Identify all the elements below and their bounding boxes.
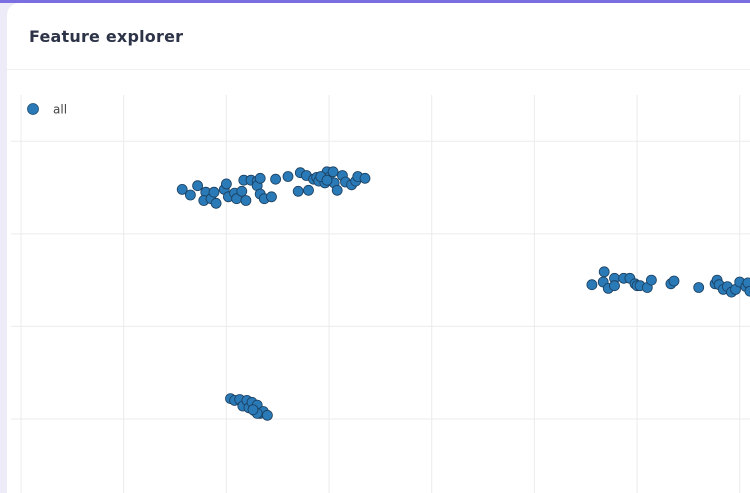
scatter-point[interactable] [254,172,266,184]
scatter-point[interactable] [184,189,196,201]
scatter-point[interactable] [668,275,680,287]
scatter-point[interactable] [270,173,282,185]
card-header: Feature explorer [7,3,750,70]
scatter-point[interactable] [176,184,188,195]
card-title: Feature explorer [29,26,184,46]
scatter-point[interactable] [282,171,294,182]
scatter-point[interactable] [240,195,252,206]
scatter-point[interactable] [236,185,248,197]
scatter-point[interactable] [266,191,277,203]
scatter-point[interactable] [646,274,657,286]
scatter-point[interactable] [247,404,259,416]
scatter-point[interactable] [609,280,620,292]
legend-label: all [53,103,67,117]
legend-item[interactable]: all [27,103,68,117]
scatter-point[interactable] [359,172,371,184]
scatter-point[interactable] [210,197,222,209]
scatter-point[interactable] [220,178,232,190]
scatter-point[interactable] [261,409,273,421]
scatter-point[interactable] [331,184,343,196]
scatter-point[interactable] [303,184,314,196]
scatter-points[interactable] [176,166,750,421]
scatter-point[interactable] [321,174,333,186]
legend[interactable]: all [27,103,68,117]
scatter-point[interactable] [327,166,339,178]
legend-marker [27,103,39,115]
scatter-point[interactable] [744,285,750,297]
scatter-point[interactable] [586,279,598,291]
scatter-chart[interactable]: all [7,71,750,493]
grid-lines [11,95,750,493]
scatter-point[interactable] [693,282,705,293]
scatter-point[interactable] [598,266,610,278]
scatter-plot-area[interactable]: all [7,71,750,493]
feature-explorer-card: Feature explorer all [7,3,750,493]
scatter-point[interactable] [192,180,204,192]
scatter-point[interactable] [208,186,220,198]
top-accent-bar [0,0,750,3]
scatter-point[interactable] [292,185,304,197]
